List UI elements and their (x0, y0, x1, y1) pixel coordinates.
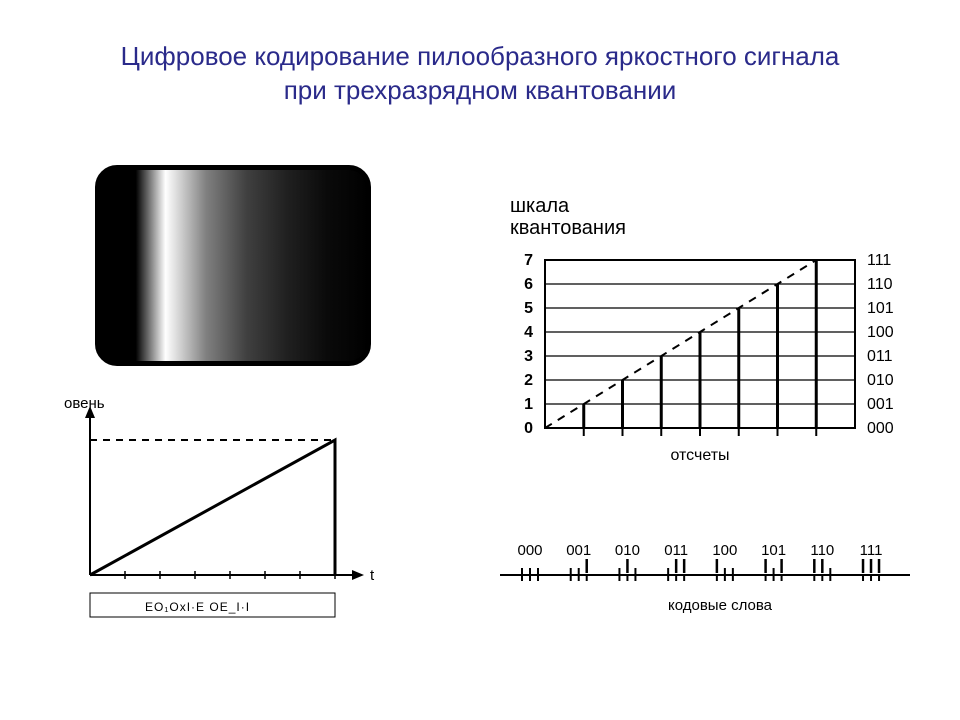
svg-text:0: 0 (524, 420, 533, 437)
svg-text:100: 100 (712, 542, 737, 559)
svg-text:4: 4 (524, 324, 533, 341)
slide: Цифровое кодирование пилообразного яркос… (0, 0, 960, 720)
svg-text:010: 010 (615, 542, 640, 559)
svg-text:1: 1 (524, 396, 533, 413)
quant-scale-label: шкала квантования (510, 195, 626, 239)
svg-text:7: 7 (524, 252, 533, 269)
svg-text:2: 2 (524, 372, 533, 389)
svg-text:отсчеты: отсчеты (670, 447, 729, 464)
svg-text:кодовые слова: кодовые слова (668, 597, 773, 614)
svg-text:101: 101 (867, 300, 894, 317)
quant-scale-label-1: шкала (510, 195, 569, 217)
svg-text:001: 001 (867, 396, 894, 413)
svg-text:100: 100 (867, 324, 894, 341)
gradient-display (95, 165, 371, 366)
title-line2: при трехразрядном квантовании (284, 75, 677, 105)
quant-scale-label-2: квантования (510, 217, 626, 239)
sawtooth-chart: овень t EO₁OxI·E OE_I·I (60, 390, 400, 645)
svg-text:101: 101 (761, 542, 786, 559)
svg-text:000: 000 (867, 420, 894, 437)
svg-text:5: 5 (524, 300, 533, 317)
svg-text:111: 111 (867, 252, 891, 269)
svg-text:EO₁OxI·E OE_I·I: EO₁OxI·E OE_I·I (145, 600, 250, 614)
title-line1: Цифровое кодирование пилообразного яркос… (121, 41, 840, 71)
svg-text:010: 010 (867, 372, 894, 389)
svg-text:110: 110 (867, 276, 893, 293)
svg-text:001: 001 (566, 542, 591, 559)
svg-text:овень: овень (64, 395, 105, 412)
svg-text:011: 011 (867, 348, 893, 365)
svg-text:3: 3 (524, 348, 533, 365)
codeword-axis: 000 001 010 011 100 101 110 111 кодовые слова (490, 535, 920, 630)
svg-text:000: 000 (517, 542, 542, 559)
svg-text:6: 6 (524, 276, 533, 293)
svg-text:110: 110 (810, 542, 834, 559)
slide-title: Цифровое кодирование пилообразного яркос… (0, 40, 960, 108)
svg-text:111: 111 (860, 542, 883, 559)
svg-text:011: 011 (664, 542, 688, 559)
svg-text:t: t (370, 567, 375, 584)
quantization-chart: 00001001201030114100510161107111отсчеты (490, 250, 920, 475)
